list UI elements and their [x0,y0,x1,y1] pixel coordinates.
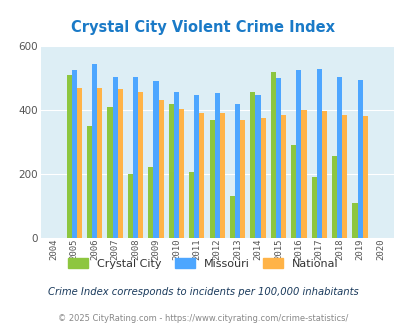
Bar [117,89,122,238]
Bar [362,116,367,238]
Bar [128,174,133,238]
Bar [112,77,117,238]
Bar [270,72,275,238]
Text: Crystal City Violent Crime Index: Crystal City Violent Crime Index [71,20,334,35]
Bar [87,126,92,238]
Bar [352,203,357,238]
Text: Crime Index corresponds to incidents per 100,000 inhabitants: Crime Index corresponds to incidents per… [47,287,358,297]
Bar [153,81,158,238]
Bar [250,92,255,238]
Bar [255,95,260,238]
Bar [158,100,163,238]
Bar [240,120,245,238]
Bar [209,119,214,238]
Bar [219,113,224,238]
Bar [214,93,219,238]
Bar [321,111,326,238]
Bar [341,115,347,238]
Bar [173,92,179,238]
Bar [260,118,265,238]
Bar [168,104,173,238]
Bar [133,77,138,238]
Bar [280,115,286,238]
Bar [138,92,143,238]
Bar [66,75,72,238]
Bar [77,88,82,238]
Bar [97,88,102,238]
Bar [336,77,341,238]
Text: © 2025 CityRating.com - https://www.cityrating.com/crime-statistics/: © 2025 CityRating.com - https://www.city… [58,314,347,323]
Bar [92,64,97,238]
Bar [296,70,301,238]
Bar [275,78,280,238]
Bar [199,113,204,238]
Bar [72,70,77,238]
Bar [194,95,199,238]
Bar [301,110,306,238]
Bar [357,80,362,238]
Bar [179,109,183,238]
Bar [107,107,112,238]
Bar [290,145,296,238]
Bar [316,69,321,238]
Bar [229,196,234,238]
Bar [189,172,194,238]
Bar [311,177,316,238]
Bar [331,156,336,238]
Legend: Crystal City, Missouri, National: Crystal City, Missouri, National [68,258,337,269]
Bar [148,167,153,238]
Bar [234,104,240,238]
